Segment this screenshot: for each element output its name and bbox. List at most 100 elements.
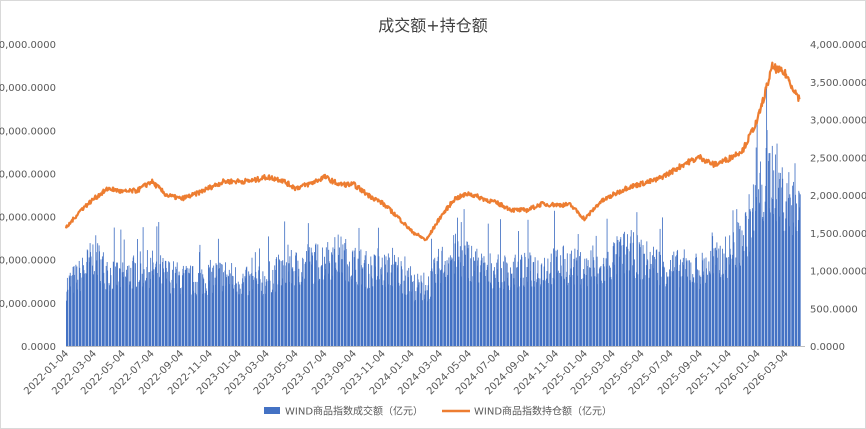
volume-bar [486,264,488,346]
volume-bar [454,273,456,346]
volume-bar [542,279,544,346]
volume-bar [277,284,279,346]
volume-bar [591,276,592,346]
volume-bar [231,263,233,346]
volume-bar [673,251,675,346]
volume-bar [370,256,372,346]
volume-bar [445,276,447,346]
volume-bar [105,265,107,346]
volume-bar [271,289,273,346]
volume-bar [163,272,165,346]
volume-bar [361,284,363,346]
volume-bar [242,278,243,346]
volume-bar [288,263,290,346]
volume-bar [772,199,774,346]
volume-bar [574,248,576,346]
volume-bar [691,281,693,346]
volume-bar [278,254,279,346]
volume-bar [437,274,439,346]
volume-bar [341,272,342,346]
volume-bar [448,257,450,346]
volume-bar [288,281,290,346]
volume-bar [413,274,415,346]
volume-bar [575,257,577,346]
volume-bar [155,261,157,346]
volume-bar [693,282,695,346]
volume-bar [500,282,502,346]
x-axis: 2022-01-042022-03-042022-05-042022-07-04… [22,346,805,397]
volume-bar [80,273,82,346]
volume-bar [769,212,771,346]
volume-bar [295,252,297,346]
volume-bar [383,280,385,346]
volume-bar [564,258,566,346]
volume-bar [649,251,651,346]
volume-bar [670,259,671,346]
volume-bar [295,255,296,346]
volume-bar [255,280,257,346]
volume-bar [174,272,176,346]
volume-bar [499,287,501,346]
volume-bar [798,190,800,346]
volume-bar [546,278,548,346]
volume-bar [101,256,103,346]
volume-bar [212,285,214,346]
volume-bar [153,269,155,346]
volume-bar [327,242,329,346]
volume-bar [272,269,274,346]
volume-bar [146,277,147,346]
volume-bar [760,161,761,346]
volume-bar [214,277,216,346]
volume-bar [290,249,292,346]
volume-bar [122,262,124,346]
volume-bar [375,279,377,346]
volume-bar [215,263,217,346]
volume-bar [106,289,108,346]
volume-bar [577,249,579,346]
volume-bar [440,270,441,346]
volume-bar [746,256,748,346]
volume-bar [443,273,445,346]
volume-bar [176,283,178,346]
volume-bar [496,269,498,346]
volume-bar [239,288,241,346]
volume-bar [321,264,323,346]
volume-bar [596,276,598,346]
volume-bar [708,271,710,346]
volume-bar [529,252,531,346]
volume-bar [738,222,740,346]
volume-bar [722,248,723,346]
volume-bar [788,226,790,346]
volume-bar [510,287,512,346]
volume-bar [110,275,112,346]
volume-bar [520,277,522,346]
volume-bar [386,272,388,346]
volume-bar [753,230,755,346]
volume-bar [702,260,704,346]
volume-bar [428,298,430,346]
volume-bar [448,263,449,346]
volume-bar [117,262,118,346]
volume-bar [494,277,496,346]
volume-bar [461,276,463,346]
volume-bar [119,268,121,346]
volume-bar [642,245,644,346]
volume-bar [143,269,145,346]
volume-bar [332,247,334,346]
volume-bar [287,244,289,346]
volume-bar [166,278,168,346]
volume-bar [261,295,263,346]
volume-bar [609,267,611,346]
volume-bar [72,266,74,346]
volume-bar [145,280,146,346]
volume-bar [233,288,234,346]
volume-bar [431,238,432,346]
volume-bar [95,235,97,346]
volume-bar [443,271,445,346]
volume-bar [135,263,136,346]
volume-bar [786,218,787,346]
volume-bar [92,274,94,346]
volume-bar [314,252,315,346]
volume-bar [292,267,294,346]
volume-bar [388,284,390,346]
